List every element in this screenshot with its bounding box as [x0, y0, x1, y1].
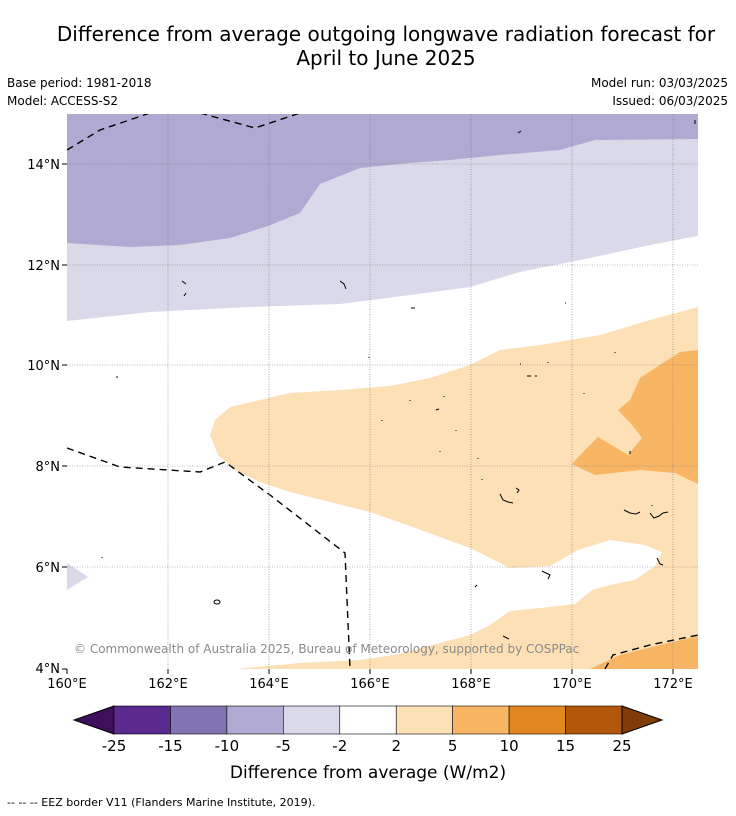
issued-date: Issued: 06/03/2025 — [612, 94, 728, 108]
island-outline — [101, 557, 664, 640]
anomaly-region-light-purple-west — [67, 563, 88, 590]
anomaly-region-orange-east — [572, 350, 698, 484]
island-outline — [477, 451, 631, 504]
colorbar-segment — [565, 705, 623, 735]
anomaly-region-orange-southeast — [590, 636, 698, 669]
lon-label: 162°E — [148, 677, 188, 692]
base-period: Base period: 1981-2018 — [7, 76, 152, 90]
colorbar-tick-label: 5 — [448, 737, 458, 755]
colorbar-tick-label: 15 — [556, 737, 575, 755]
island-outline — [623, 505, 669, 519]
lat-label: 4°N — [36, 662, 61, 677]
title-line-2: April to June 2025 — [296, 46, 476, 70]
model-name: Model: ACCESS-S2 — [7, 94, 119, 108]
model-run: Model run: 03/03/2025 — [590, 76, 728, 90]
colorbar-segment — [339, 705, 397, 735]
island-outline — [181, 280, 347, 297]
eez-border-southeast — [604, 634, 698, 669]
colorbar-legend — [72, 705, 664, 735]
colorbar-segment — [170, 705, 228, 735]
anomaly-region-light-orange — [210, 307, 698, 669]
island-outline — [116, 120, 696, 378]
colorbar-tick-label: 25 — [612, 737, 631, 755]
colorbar-tick-labels: -25 -15 -10 -5 -2 2 5 10 15 25 — [102, 737, 632, 755]
island-outlines — [101, 120, 696, 640]
anomaly-region-purple — [67, 114, 698, 247]
lat-label: 6°N — [36, 561, 61, 576]
lat-label: 12°N — [27, 259, 60, 274]
eez-border-north — [67, 114, 300, 151]
colorbar-tick-label: -2 — [332, 737, 347, 755]
meta-left: Base period: 1981-2018 Model: ACCESS-S2 — [7, 74, 152, 110]
axis-ticks — [62, 163, 674, 674]
title-line-1: Difference from average outgoing longwav… — [56, 22, 716, 46]
colorbar-tick-label: -10 — [215, 737, 240, 755]
lon-label: 170°E — [552, 677, 592, 692]
eez-border-note: -- -- -- EEZ border V11 (Flanders Marine… — [7, 796, 316, 809]
colorbar-segment — [508, 705, 566, 735]
colorbar-tick-label: -15 — [158, 737, 183, 755]
lon-label: 160°E — [47, 677, 87, 692]
latitude-labels: 4°N 6°N 8°N 10°N 12°N 14°N — [27, 158, 60, 677]
copyright-notice: © Commonwealth of Australia 2025, Bureau… — [74, 642, 579, 656]
island-outline — [213, 599, 221, 605]
colorbar-segment — [452, 705, 510, 735]
colorbar-extend-low — [72, 705, 115, 735]
lat-label: 14°N — [27, 158, 60, 173]
colorbar-segment — [113, 705, 171, 735]
island-outline — [381, 396, 457, 452]
lon-label: 166°E — [350, 677, 390, 692]
page-title: Difference from average outgoing longwav… — [0, 22, 736, 70]
colorbar-tick-label: 2 — [391, 737, 401, 755]
eez-borders — [67, 114, 698, 669]
colorbar-tick-label: 10 — [500, 737, 519, 755]
lon-label: 164°E — [249, 677, 289, 692]
island-outline — [520, 352, 616, 394]
colorbar-label: Difference from average (W/m2) — [230, 763, 506, 783]
colorbar-tick-label: -5 — [276, 737, 291, 755]
longitude-labels: 160°E 162°E 164°E 166°E 168°E 170°E 172°… — [47, 677, 693, 692]
colorbar-tick-label: -25 — [102, 737, 127, 755]
eez-border-central — [67, 447, 351, 669]
colorbar-segment — [226, 705, 284, 735]
colorbar-segment — [395, 705, 453, 735]
lat-label: 10°N — [27, 359, 60, 374]
colorbar-extend-high — [621, 705, 664, 735]
meta-right: Model run: 03/03/2025 Issued: 06/03/2025 — [591, 74, 728, 110]
lat-label: 8°N — [36, 460, 61, 475]
map-plot: © Commonwealth of Australia 2025, Bureau… — [67, 114, 698, 669]
colorbar-segment — [283, 705, 341, 735]
lon-label: 168°E — [451, 677, 491, 692]
lon-label: 172°E — [653, 677, 693, 692]
map-gridlines — [67, 114, 698, 669]
